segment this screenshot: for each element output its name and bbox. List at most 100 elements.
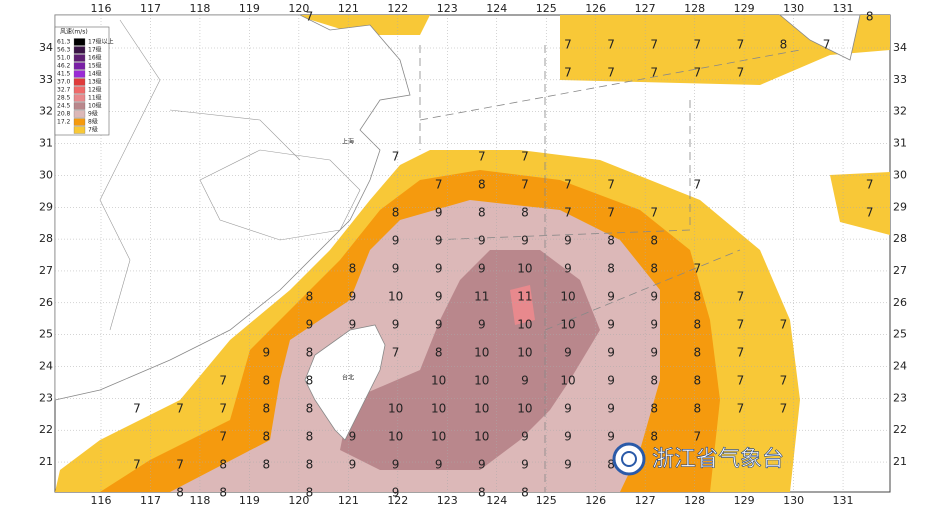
- lat-tick-label: 25: [39, 328, 53, 341]
- wind-level: 8: [306, 346, 314, 360]
- lon-tick-label: 130: [783, 2, 804, 15]
- legend-value: 41.5: [57, 71, 71, 78]
- legend-label: 9级: [88, 110, 98, 118]
- lon-tick-label: 124: [486, 2, 507, 15]
- legend-label: 15级: [88, 62, 102, 70]
- lon-tick-label: 131: [833, 2, 854, 15]
- lat-tick-label: 24: [39, 360, 53, 373]
- lat-tick-label: 32: [893, 105, 907, 118]
- korea: [778, 14, 861, 61]
- wind-level: 8: [392, 206, 400, 220]
- legend-label: 17级: [88, 46, 102, 54]
- lon-tick-label: 117: [140, 494, 161, 507]
- field-7-north: [295, 15, 890, 85]
- lat-tick-label: 29: [893, 200, 907, 213]
- wind-level: 11: [474, 290, 489, 304]
- border: [99, 19, 161, 331]
- wind-level: 9: [435, 290, 443, 304]
- wind-level: 10: [560, 374, 575, 388]
- lat-tick-label: 25: [893, 328, 907, 341]
- field-7-east: [830, 172, 890, 235]
- wind-level: 7: [564, 178, 572, 192]
- watermark-text: 浙江省气象台: [652, 447, 784, 472]
- wind-level: 7: [737, 290, 745, 304]
- wind-level: 7: [780, 318, 788, 332]
- wind-level: 7: [219, 430, 227, 444]
- wind-level: 10: [388, 402, 403, 416]
- wind-level: 9: [564, 430, 572, 444]
- lon-tick-label: 131: [833, 494, 854, 507]
- wind-level: 10: [474, 374, 489, 388]
- lon-tick-label: 116: [91, 2, 112, 15]
- lat-tick-label: 29: [39, 200, 53, 213]
- legend-swatch: [73, 94, 86, 102]
- wind-level: 7: [693, 178, 701, 192]
- wind-level: 7: [650, 206, 658, 220]
- wind-level: 9: [435, 262, 443, 276]
- wind-level: 7: [219, 402, 227, 416]
- wind-level: 7: [176, 402, 184, 416]
- wind-level: 10: [517, 318, 532, 332]
- wind-level: 8: [219, 458, 227, 472]
- lon-tick-label: 128: [684, 2, 705, 15]
- wind-level: 9: [349, 458, 357, 472]
- wind-level: 8: [650, 262, 658, 276]
- lat-tick-label: 21: [893, 455, 907, 468]
- lat-tick-label: 22: [893, 423, 907, 436]
- legend: 风速(m/s) 61.3 17级以上 56.3 17级 51.0 16级 46.2 15级 41…: [54, 26, 114, 136]
- legend-title: 风速(m/s): [60, 29, 88, 36]
- wind-level: 9: [564, 458, 572, 472]
- lon-tick-label: 121: [338, 494, 359, 507]
- lon-tick-label: 123: [437, 2, 458, 15]
- wind-level: 10: [474, 402, 489, 416]
- wind-level: 8: [521, 206, 529, 220]
- wind-levels: 7 8 7 7 7 7 7 8 7 7 7 7 7 7 7 7 7 7 8 7 7 7 7 7 8 9 8 8 7 7 7 7 9 9 9 9 9 8 8 8…: [133, 10, 873, 500]
- lon-tick-label: 119: [239, 494, 260, 507]
- legend-value: 61.3: [57, 39, 71, 46]
- wind-level: 8: [219, 486, 227, 500]
- dash-line: [419, 45, 801, 492]
- wind-level: 8: [306, 290, 314, 304]
- wind-level: 7: [650, 38, 658, 52]
- wind-level: 9: [607, 318, 615, 332]
- wind-level: 7: [866, 206, 874, 220]
- wind-level: 9: [262, 346, 270, 360]
- wind-level: 9: [349, 318, 357, 332]
- wind-level: 7: [521, 178, 529, 192]
- wind-level: 9: [521, 374, 529, 388]
- wind-level: 7: [693, 430, 701, 444]
- lon-tick-label: 126: [585, 494, 606, 507]
- lat-tick-label: 27: [39, 264, 53, 277]
- lat-tick-label: 31: [893, 137, 907, 150]
- wind-level: 8: [650, 234, 658, 248]
- wind-level: 8: [306, 458, 314, 472]
- wind-level: 8: [349, 262, 357, 276]
- lon-tick-label: 125: [536, 494, 557, 507]
- wind-level: 8: [306, 374, 314, 388]
- wind-level: 7: [607, 206, 615, 220]
- legend-swatch: [73, 86, 86, 94]
- lat-tick-label: 34: [39, 41, 53, 54]
- lat-tick-label: 34: [893, 41, 907, 54]
- legend-swatch: [73, 46, 86, 54]
- legend-label: 13级: [88, 78, 102, 86]
- wind-level: 7: [866, 178, 874, 192]
- wind-level: 11: [517, 290, 532, 304]
- legend-value: 56.3: [57, 47, 71, 54]
- wind-level: 7: [133, 458, 141, 472]
- wind-level: 7: [780, 402, 788, 416]
- wind-level: 7: [133, 402, 141, 416]
- legend-swatch: [73, 62, 86, 70]
- wind-level: 10: [388, 290, 403, 304]
- wind-level: 9: [650, 318, 658, 332]
- wind-level: 7: [650, 66, 658, 80]
- wind-level: 10: [560, 290, 575, 304]
- legend-swatch: [73, 126, 86, 134]
- wind-level: 8: [306, 402, 314, 416]
- lat-tick-label: 28: [39, 232, 53, 245]
- wind-level: 8: [607, 262, 615, 276]
- legend-swatch: [73, 110, 86, 118]
- wind-level: 7: [737, 66, 745, 80]
- wind-level: 9: [564, 402, 572, 416]
